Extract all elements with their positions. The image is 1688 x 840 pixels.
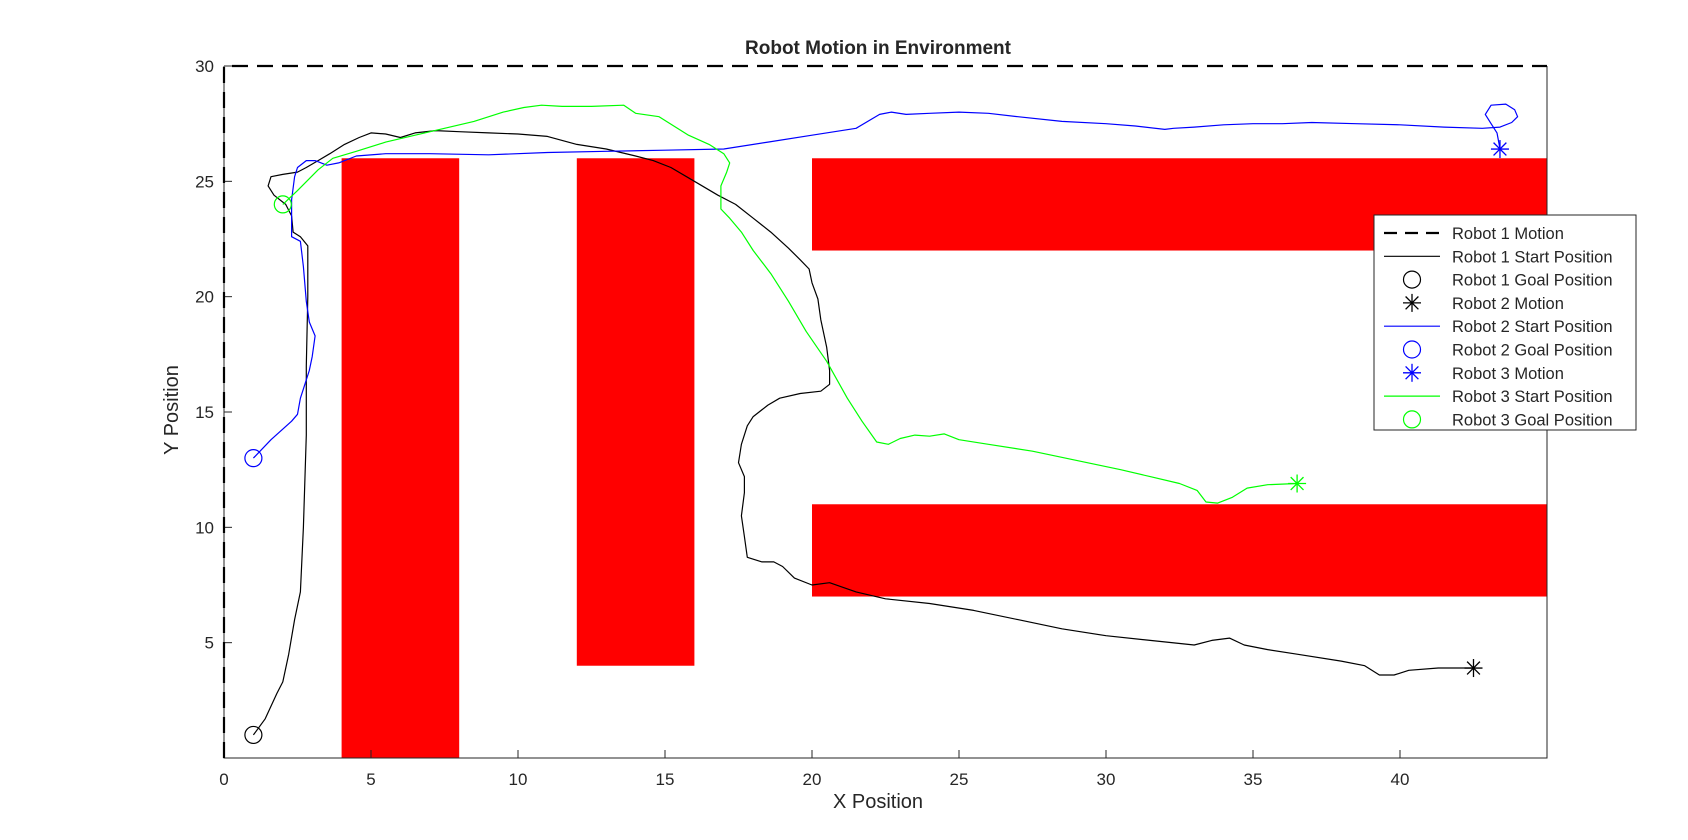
legend-symbol-6	[1402, 340, 1422, 359]
boundary-line	[222, 64, 1547, 758]
y-tick-label: 20	[195, 288, 214, 307]
y-axis-label: Y Position	[161, 365, 183, 455]
robot-markers	[244, 140, 1509, 745]
x-tick-label: 10	[509, 770, 528, 789]
robot-3-goal-marker	[1288, 474, 1307, 493]
y-tick-label: 5	[205, 634, 214, 653]
y-tick-label: 15	[195, 403, 214, 422]
obstacle-2	[576, 158, 695, 666]
legend-entry: Robot 3 Goal Position	[1452, 411, 1613, 429]
robot-paths	[252, 103, 1519, 736]
x-tick-label: 30	[1097, 770, 1116, 789]
robot-1-start-marker	[244, 725, 263, 745]
x-tick-label: 0	[219, 770, 228, 789]
robot-2-path	[252, 103, 1519, 459]
y-tick-label: 25	[195, 172, 214, 191]
legend-entry: Robot 2 Motion	[1452, 295, 1564, 313]
legend-entry: Robot 1 Goal Position	[1452, 272, 1613, 290]
legend-entry: Robot 3 Motion	[1452, 365, 1564, 383]
legend-symbol-3	[1402, 270, 1422, 289]
x-tick-label: 5	[366, 770, 375, 789]
x-tick-label: 15	[656, 770, 675, 789]
x-tick-label: 40	[1391, 770, 1410, 789]
y-tick-label: 30	[195, 57, 214, 76]
legend-symbol-9	[1402, 410, 1422, 429]
legend-symbol-7	[1403, 363, 1421, 382]
robot-3-path	[282, 104, 1298, 504]
robot-2-start-marker	[244, 449, 263, 468]
robot-2-goal-marker	[1490, 140, 1509, 159]
obstacle-1	[341, 158, 460, 758]
legend: Robot 1 Motion Robot 1 Start Position Robo…	[1373, 214, 1637, 431]
obstacle-4	[812, 504, 1547, 597]
legend-entry: Robot 1 Start Position	[1452, 248, 1613, 266]
legend-entry: Robot 2 Goal Position	[1452, 342, 1613, 360]
legend-entry: Robot 3 Start Position	[1452, 388, 1613, 406]
axis-ticks: 0 5 10 15 20 25 30 35 40 5 10 15 20 25 30	[195, 57, 1409, 789]
y-tick-label: 10	[195, 518, 214, 537]
chart-title: Robot Motion in Environment	[745, 38, 1012, 59]
obstacles	[341, 158, 1547, 758]
x-tick-label: 20	[803, 770, 822, 789]
robot-1-goal-marker	[1464, 659, 1483, 678]
robot-3-start-marker	[273, 195, 292, 214]
x-tick-label: 35	[1244, 770, 1263, 789]
x-axis-label: X Position	[833, 791, 923, 813]
robot-1-path	[252, 130, 1474, 736]
x-tick-label: 25	[950, 770, 969, 789]
legend-entry: Robot 1 Motion	[1452, 225, 1564, 243]
legend-symbol-4	[1403, 293, 1421, 312]
environment-boundary	[222, 64, 1547, 758]
legend-entry: Robot 2 Start Position	[1452, 318, 1613, 336]
legend-box	[1373, 214, 1637, 431]
